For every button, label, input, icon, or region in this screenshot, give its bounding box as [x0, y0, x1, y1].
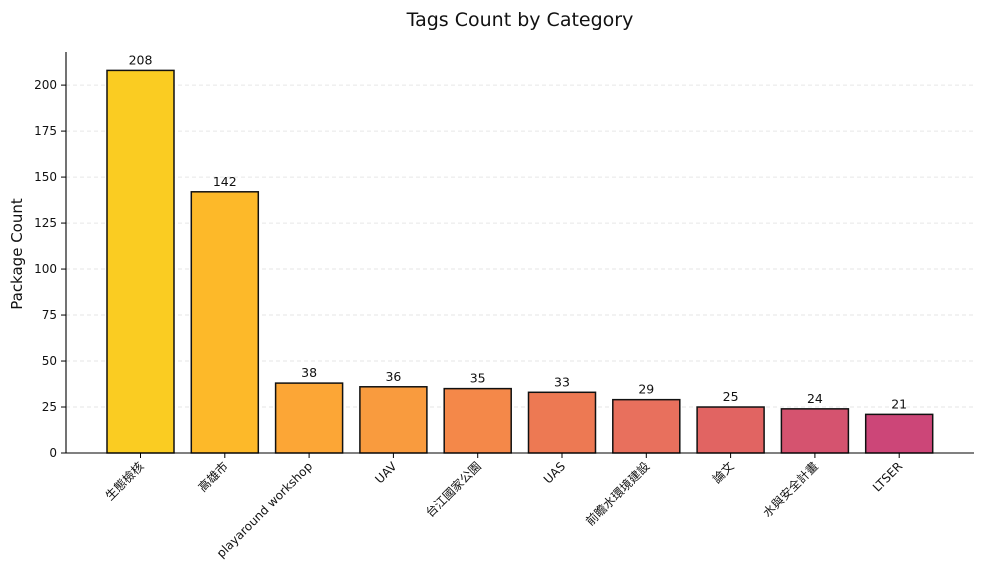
gridlines	[66, 84, 974, 408]
bar-value-label: 142	[213, 174, 237, 189]
x-tick-label: 生態檢核	[102, 459, 147, 504]
bar	[106, 69, 175, 454]
bar	[190, 191, 260, 454]
bar-value-label: 25	[723, 389, 739, 404]
y-tick-label: 50	[42, 354, 57, 368]
bar	[359, 386, 428, 454]
bar-value-label: 33	[554, 374, 570, 389]
x-tick-label: LTSER	[870, 459, 905, 494]
bars	[106, 69, 934, 454]
x-tick-label: 前瞻水環境建設	[582, 459, 652, 529]
bar-value-label: 21	[891, 396, 907, 411]
x-tick-label: 高雄市	[195, 459, 231, 495]
bar-value-label: 29	[638, 382, 654, 397]
x-tick-label: 台江國家公園	[422, 459, 484, 521]
y-tick-label: 100	[34, 262, 57, 276]
y-tick-label: 150	[34, 170, 57, 184]
y-tick-label: 75	[42, 308, 57, 322]
bar	[612, 398, 681, 454]
y-tick-label: 0	[49, 446, 57, 460]
chart-title: Tags Count by Category	[406, 9, 634, 31]
x-tick-label: 水與安全計畫	[759, 459, 821, 521]
y-tick-label: 125	[34, 216, 57, 230]
data-labels: 208 142 38 36 35 33 29 25 24 21	[129, 52, 908, 411]
x-tick-label: 論文	[709, 459, 737, 487]
y-tick-label: 175	[34, 124, 57, 138]
bar-value-label: 38	[301, 365, 317, 380]
bar	[527, 391, 597, 454]
x-tick-label: playaround workshop	[214, 459, 315, 560]
bar-value-label: 36	[385, 369, 401, 384]
y-axis-label: Package Count	[8, 198, 26, 310]
y-axis: 0 25 50 75 100 125 150 175 200	[34, 52, 67, 460]
y-tick-label: 25	[42, 400, 57, 414]
bar-value-label: 208	[129, 52, 153, 67]
x-tick-label: UAV	[372, 459, 400, 487]
bar	[864, 413, 934, 454]
x-tick-label: UAS	[541, 459, 568, 486]
y-tick-label: 200	[34, 78, 57, 92]
bar-value-label: 24	[807, 391, 823, 406]
bar-value-label: 35	[470, 371, 486, 386]
bar	[443, 387, 512, 454]
bar	[780, 408, 850, 454]
bar	[274, 382, 344, 454]
bar	[696, 406, 765, 454]
